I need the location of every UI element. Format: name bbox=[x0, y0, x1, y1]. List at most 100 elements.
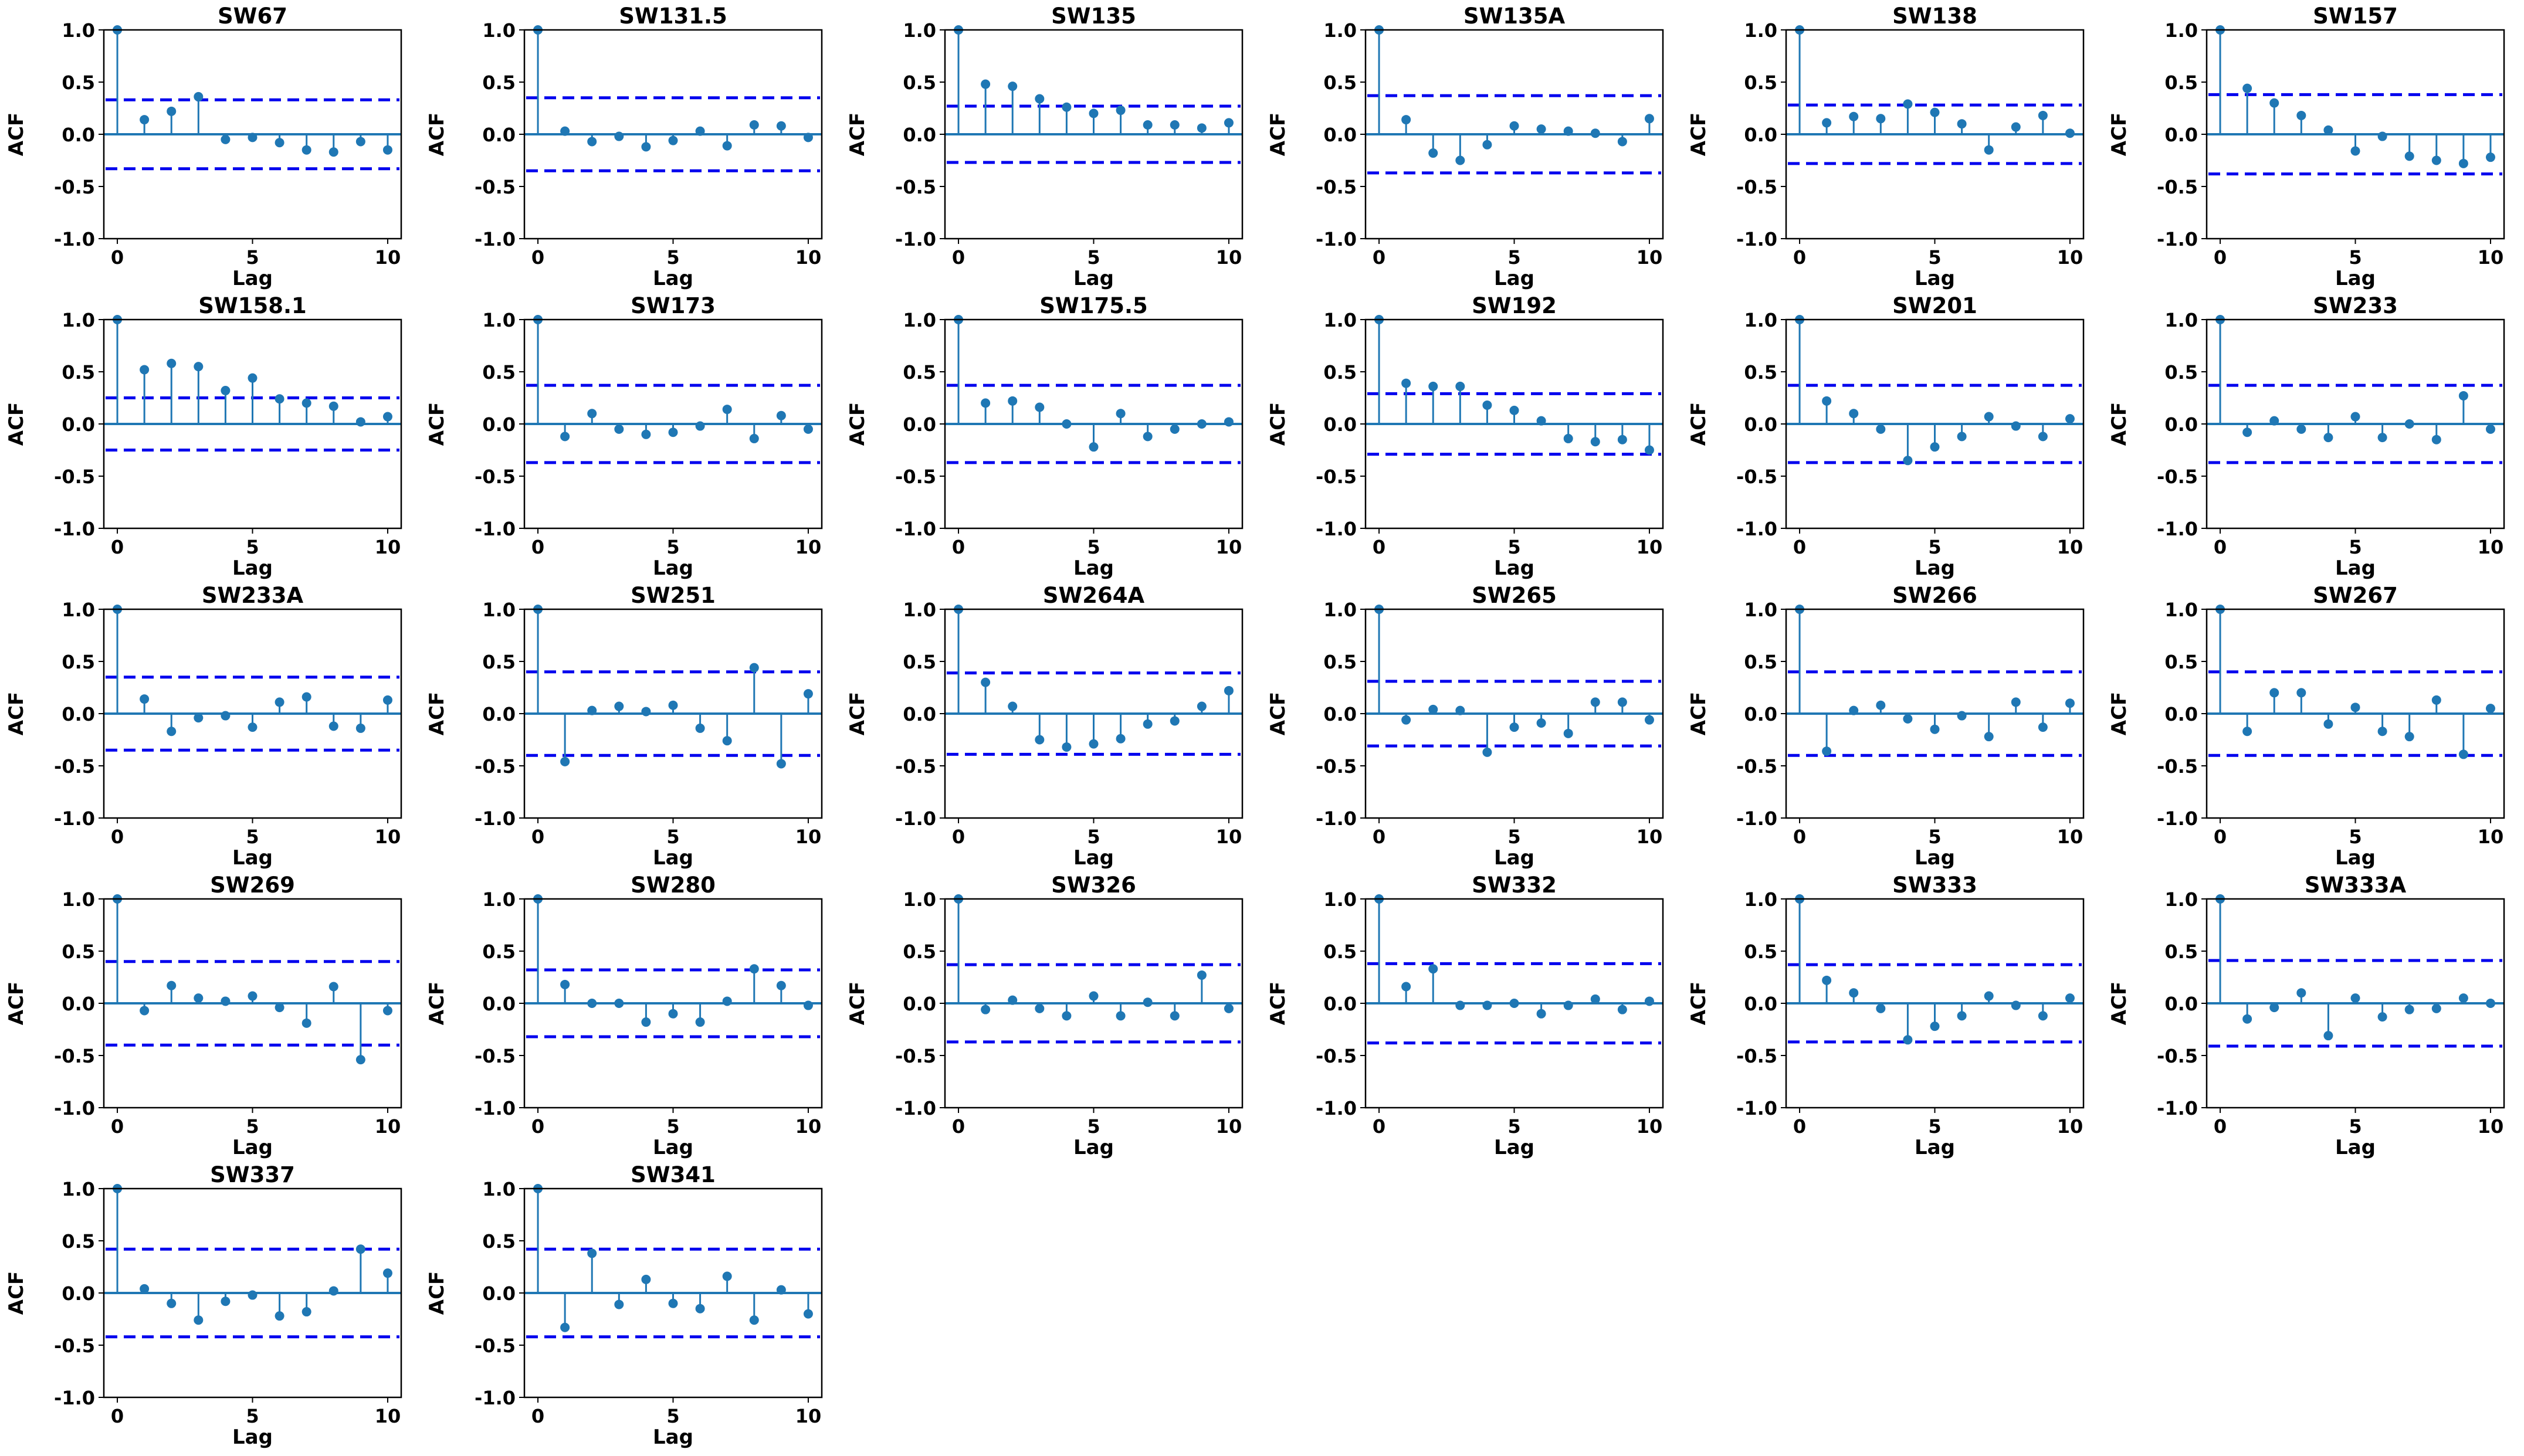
x-tick-label: 0 bbox=[531, 536, 544, 558]
panel-title: SW265 bbox=[1472, 583, 1557, 608]
acf-point bbox=[328, 147, 338, 157]
y-tick-label: -0.5 bbox=[2157, 466, 2198, 488]
acf-point bbox=[560, 1322, 570, 1332]
acf-point bbox=[275, 1003, 284, 1013]
y-tick-label: 0.0 bbox=[903, 993, 936, 1015]
acf-point bbox=[275, 138, 284, 148]
y-tick-label: -0.5 bbox=[895, 1045, 936, 1067]
x-tick-label: 5 bbox=[2349, 1115, 2362, 1138]
acf-point bbox=[328, 982, 338, 992]
y-tick-label: 0.0 bbox=[1744, 413, 1777, 436]
acf-point bbox=[2242, 1014, 2252, 1024]
acf-point bbox=[695, 421, 705, 431]
acf-point bbox=[803, 1309, 813, 1319]
y-tick-label: 0.0 bbox=[1323, 124, 1357, 146]
y-axis-label: ACF bbox=[425, 402, 449, 446]
y-tick-label: 0.0 bbox=[903, 413, 936, 436]
x-tick-label: 5 bbox=[666, 1115, 679, 1138]
x-tick-label: 0 bbox=[111, 246, 124, 269]
x-tick-label: 0 bbox=[1373, 1115, 1385, 1138]
x-tick-label: 10 bbox=[1216, 1115, 1242, 1138]
acf-point bbox=[2296, 688, 2306, 698]
acf-point bbox=[1035, 735, 1045, 745]
y-axis-label: ACF bbox=[1687, 402, 1710, 446]
axes-frame bbox=[944, 318, 1244, 530]
x-tick-label: 0 bbox=[2214, 246, 2227, 269]
acf-point bbox=[2404, 419, 2414, 429]
acf-point bbox=[587, 409, 597, 419]
y-axis-label: ACF bbox=[846, 113, 869, 157]
acf-point bbox=[1590, 128, 1600, 138]
x-tick-label: 10 bbox=[2057, 246, 2083, 269]
y-tick-label: 0.0 bbox=[1744, 993, 1777, 1015]
y-tick-label: 0.0 bbox=[482, 124, 516, 146]
acf-point bbox=[221, 386, 231, 396]
acf-point bbox=[1008, 82, 1018, 91]
x-tick-label: 5 bbox=[1507, 826, 1520, 848]
y-tick-label: -1.0 bbox=[1736, 1097, 1777, 1119]
y-tick-label: -0.5 bbox=[2157, 1045, 2198, 1067]
panel-title: SW67 bbox=[218, 4, 287, 29]
acf-point bbox=[668, 700, 678, 710]
acf-point bbox=[301, 145, 311, 155]
acf-point bbox=[1008, 396, 1018, 406]
acf-point bbox=[2269, 98, 2279, 108]
acf-point bbox=[722, 405, 732, 415]
acf-point bbox=[776, 980, 786, 990]
y-axis-label: ACF bbox=[5, 692, 28, 736]
acf-point bbox=[695, 723, 705, 733]
acf-point bbox=[355, 1244, 365, 1254]
acf-point bbox=[749, 433, 759, 443]
y-tick-label: -0.5 bbox=[895, 176, 936, 198]
y-axis-label: ACF bbox=[1266, 692, 1290, 736]
acf-point bbox=[614, 701, 624, 711]
y-tick-label: 0.5 bbox=[2164, 651, 2198, 673]
y-axis-label: ACF bbox=[846, 402, 869, 446]
acf-point bbox=[1822, 396, 1832, 406]
x-tick-label: 5 bbox=[1087, 246, 1100, 269]
x-tick-label: 5 bbox=[1928, 536, 1941, 558]
x-tick-label: 0 bbox=[1793, 826, 1806, 848]
acf-point bbox=[1401, 378, 1411, 388]
acf-panel: SW341 -1.0 -0.5 0.0 0.5 1.0 0 5 10 Lag ACF bbox=[425, 1162, 823, 1449]
y-tick-label: -1.0 bbox=[54, 228, 95, 250]
acf-point bbox=[1822, 118, 1832, 128]
acf-point bbox=[641, 142, 651, 152]
x-tick-label: 5 bbox=[246, 246, 259, 269]
x-tick-label: 5 bbox=[246, 1115, 259, 1138]
acf-point bbox=[1509, 722, 1519, 732]
panel-title: SW157 bbox=[2313, 4, 2398, 29]
y-tick-label: 0.0 bbox=[2164, 413, 2198, 436]
acf-point bbox=[328, 1286, 338, 1296]
y-tick-label: 1.0 bbox=[482, 309, 516, 331]
x-tick-label: 0 bbox=[1373, 826, 1385, 848]
y-tick-label: 1.0 bbox=[62, 19, 95, 42]
acf-point bbox=[1224, 1003, 1234, 1013]
x-axis-label: Lag bbox=[653, 1426, 693, 1449]
acf-point bbox=[248, 1290, 258, 1300]
x-axis-label: Lag bbox=[1915, 846, 1955, 870]
acf-panel: SW264A -1.0 -0.5 0.0 0.5 1.0 0 5 10 Lag ACF bbox=[846, 583, 1244, 870]
acf-point bbox=[1903, 1035, 1913, 1045]
acf-point bbox=[749, 663, 759, 673]
acf-point bbox=[560, 432, 570, 442]
acf-point bbox=[275, 1311, 284, 1321]
x-axis-label: Lag bbox=[1494, 1136, 1534, 1159]
acf-point bbox=[1143, 719, 1153, 729]
panel-title: SW326 bbox=[1051, 873, 1136, 898]
x-tick-label: 5 bbox=[666, 246, 679, 269]
x-tick-label: 10 bbox=[375, 1405, 401, 1427]
axes-frame bbox=[2205, 318, 2505, 530]
acf-point bbox=[140, 1284, 150, 1294]
x-axis-label: Lag bbox=[232, 1426, 273, 1449]
acf-point bbox=[1143, 432, 1153, 442]
acf-point bbox=[1035, 1003, 1045, 1013]
acf-panel: SW175.5 -1.0 -0.5 0.0 0.5 1.0 0 5 10 Lag ACF bbox=[846, 293, 1244, 580]
acf-point bbox=[695, 1304, 705, 1314]
acf-point bbox=[1617, 435, 1627, 444]
y-tick-label: -1.0 bbox=[895, 1097, 936, 1119]
acf-point bbox=[1116, 409, 1126, 419]
acf-point bbox=[1197, 419, 1207, 429]
acf-point bbox=[1224, 417, 1234, 427]
y-tick-label: -0.5 bbox=[895, 466, 936, 488]
